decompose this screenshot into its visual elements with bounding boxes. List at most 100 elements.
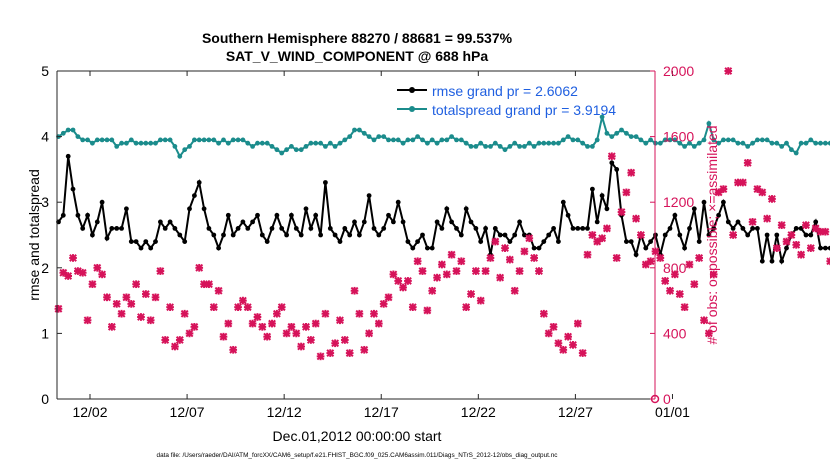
rmse-point — [721, 200, 726, 205]
totalspread-point — [707, 121, 712, 126]
totalspread-point — [163, 138, 168, 143]
rmse-point — [376, 233, 381, 238]
rmse-point — [309, 226, 314, 231]
totalspread-point — [352, 128, 357, 133]
obs-count-marker — [690, 280, 698, 288]
totalspread-point — [648, 138, 653, 143]
rmse-point — [352, 220, 357, 225]
rmse-point — [600, 193, 605, 198]
data-file-footer: data file: /Users/raeder/DAI/ATM_forcXX/… — [157, 452, 559, 459]
totalspread-point — [114, 144, 119, 149]
obs-count-marker — [249, 320, 257, 328]
legend-spread-label: totalspread grand pr = 3.9194 — [432, 102, 616, 118]
totalspread-point — [561, 138, 566, 143]
rmse-point — [663, 233, 668, 238]
totalspread-point — [226, 141, 231, 146]
obs-count-marker — [623, 189, 631, 197]
rmse-point — [517, 220, 522, 225]
rmse-point — [634, 252, 639, 257]
totalspread-point — [168, 138, 173, 143]
y-right-tick-label: 0 — [663, 391, 671, 407]
rmse-point — [430, 246, 435, 251]
rmse-point — [255, 213, 260, 218]
rmse-point — [401, 220, 406, 225]
obs-count-marker — [550, 323, 558, 331]
rmse-point — [318, 233, 323, 238]
totalspread-point — [614, 131, 619, 136]
obs-count-marker — [220, 333, 228, 341]
rmse-point — [449, 220, 454, 225]
obs-count-marker — [433, 274, 441, 282]
obs-count-marker — [618, 208, 626, 216]
rmse-point — [682, 246, 687, 251]
totalspread-point — [658, 141, 663, 146]
obs-count-marker — [758, 189, 766, 197]
x-tick-label: 12/02 — [72, 404, 107, 420]
rmse-point — [71, 187, 76, 192]
obs-count-marker — [132, 280, 140, 288]
rmse-point — [498, 233, 503, 238]
obs-count-marker — [161, 336, 169, 344]
obs-count-marker — [307, 336, 315, 344]
rmse-point — [391, 220, 396, 225]
totalspread-point — [619, 128, 624, 133]
totalspread-point — [595, 138, 600, 143]
totalspread-point — [818, 141, 823, 146]
rmse-point — [182, 239, 187, 244]
rmse-point — [245, 226, 250, 231]
rmse-point — [260, 233, 265, 238]
x-tick-label: 12/07 — [170, 404, 205, 420]
obs-count-marker — [467, 290, 475, 298]
rmse-point — [750, 226, 755, 231]
rmse-point — [648, 239, 653, 244]
rmse-point — [697, 239, 702, 244]
obs-count-marker — [564, 333, 572, 341]
totalspread-point — [799, 141, 804, 146]
obs-count-marker — [118, 310, 126, 318]
totalspread-point — [566, 134, 571, 139]
obs-count-marker — [613, 254, 621, 262]
totalspread-point — [294, 147, 299, 152]
totalspread-point — [202, 138, 207, 143]
rmse-point — [153, 239, 158, 244]
totalspread-point — [386, 138, 391, 143]
totalspread-point — [522, 144, 527, 149]
rmse-point — [804, 233, 809, 238]
obs-count-marker — [336, 316, 344, 324]
obs-count-marker — [186, 330, 194, 338]
rmse-point — [677, 233, 682, 238]
rmse-point — [221, 233, 226, 238]
rmse-point — [440, 226, 445, 231]
rmse-point — [76, 213, 81, 218]
rmse-point — [289, 213, 294, 218]
totalspread-point — [323, 144, 328, 149]
rmse-point — [726, 220, 731, 225]
rmse-point — [241, 220, 246, 225]
totalspread-point — [474, 144, 479, 149]
obs-count-marker — [205, 280, 213, 288]
totalspread-point — [643, 141, 648, 146]
obs-count-marker — [394, 277, 402, 285]
totalspread-point — [391, 138, 396, 143]
obs-count-marker — [181, 310, 189, 318]
obs-count-marker — [419, 267, 427, 275]
legend-rmse-marker — [409, 87, 415, 93]
totalspread-point — [415, 134, 420, 139]
totalspread-point — [682, 144, 687, 149]
rmse-point — [779, 259, 784, 264]
obs-count-marker — [244, 303, 252, 311]
totalspread-point — [71, 128, 76, 133]
rmse-point — [275, 213, 280, 218]
obs-count-marker — [521, 248, 529, 256]
rmse-point — [459, 233, 464, 238]
obs-count-marker — [661, 277, 669, 285]
obs-count-marker — [555, 339, 563, 347]
rmse-point — [609, 160, 614, 165]
totalspread-point — [454, 138, 459, 143]
rmse-point — [532, 246, 537, 251]
totalspread-point — [503, 147, 508, 152]
obs-count-marker — [744, 159, 752, 167]
obs-count-marker — [326, 349, 334, 357]
rmse-point — [323, 180, 328, 185]
